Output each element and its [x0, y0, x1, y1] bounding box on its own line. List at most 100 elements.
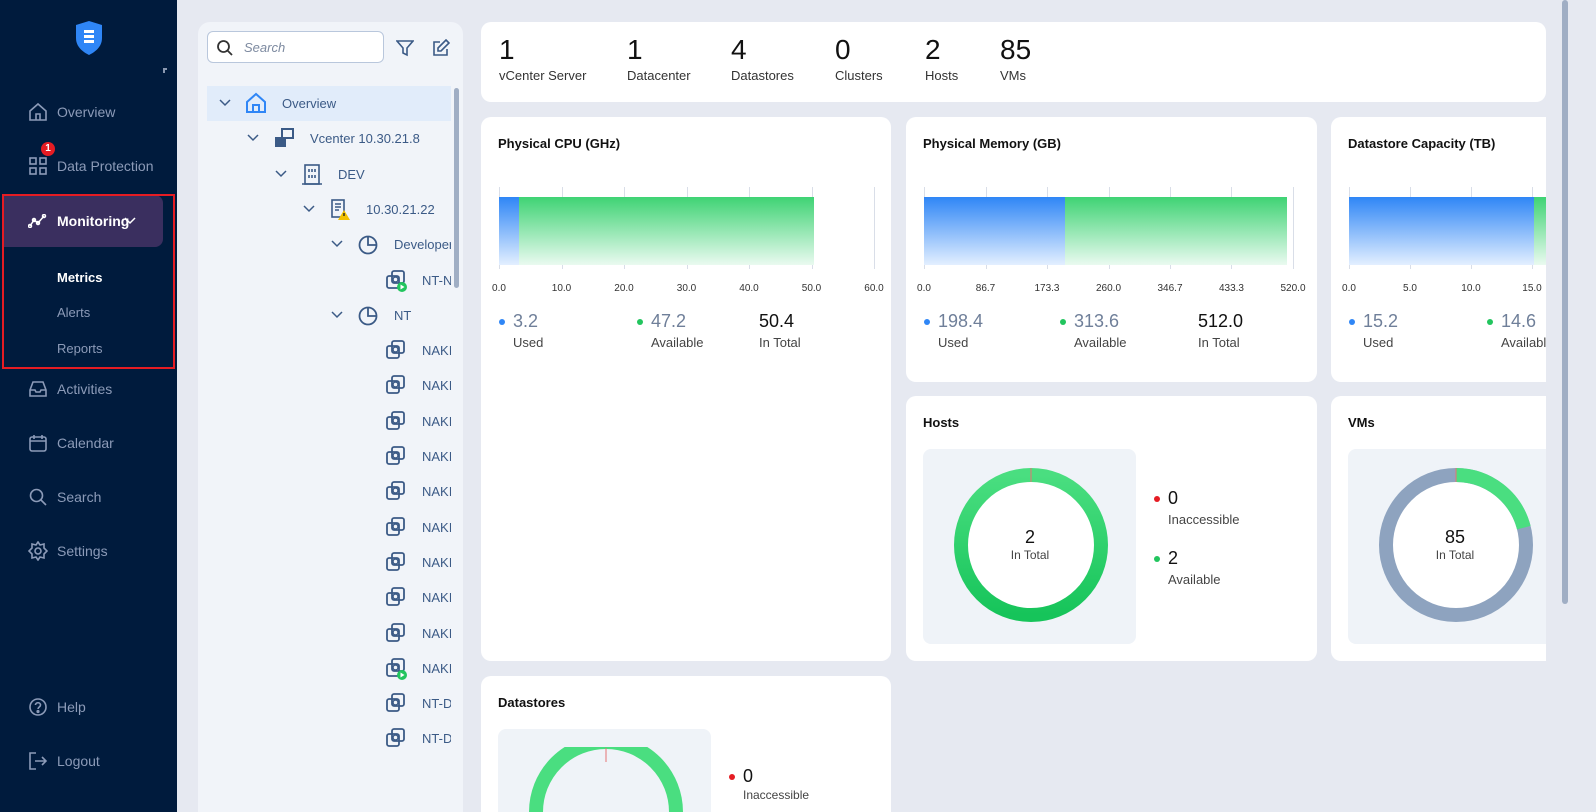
vms-donut-box: 85 In Total — [1348, 449, 1546, 644]
tree-search-input[interactable]: Search — [207, 31, 384, 63]
nav-search[interactable]: Search — [0, 479, 177, 515]
tree-node[interactable]: Vcenter 10.30.21.8 — [207, 121, 451, 156]
used-dot — [1349, 319, 1355, 326]
axis-tick-label: 50.0 — [801, 283, 822, 294]
tree-node[interactable]: NAKIV — [207, 545, 451, 580]
vm-icon — [386, 410, 405, 430]
stat-value: 4 — [731, 34, 747, 65]
nav-alerts[interactable]: Alerts — [57, 305, 91, 320]
axis-tick-label: 30.0 — [676, 283, 697, 294]
page-scrollbar[interactable] — [1562, 0, 1568, 604]
tree-node-label: NAKIV — [422, 660, 451, 676]
vm-icon — [386, 516, 405, 536]
chevron-down-icon[interactable] — [303, 205, 315, 213]
tree-node[interactable]: NAKIV — [207, 439, 451, 474]
gear-icon — [28, 541, 48, 561]
tree-node-label: NT-De — [422, 696, 451, 712]
inventory-tree-panel: Search Overview Vcenter 10.30.21.8 DEV 10.3… — [198, 22, 463, 812]
nav-overview[interactable]: Overview — [0, 94, 177, 130]
tree-node[interactable]: NT — [207, 298, 451, 333]
tree-node[interactable]: NAKIV — [207, 474, 451, 509]
nav-logout[interactable]: Logout — [0, 743, 177, 779]
nav-help[interactable]: Help — [0, 689, 177, 725]
stat-value: 1 — [499, 34, 515, 65]
memory-bar-chart: 0.0 86.7 173.3 260.0 346.7 433.3 520.0 — [917, 187, 1306, 294]
axis-tick-label: 0.0 — [492, 283, 506, 294]
edit-icon[interactable] — [432, 39, 450, 57]
available-dot — [637, 319, 643, 326]
logout-icon — [29, 752, 48, 770]
nav-activities[interactable]: Activities — [0, 371, 177, 407]
filter-icon[interactable] — [396, 39, 414, 57]
cpu-card: Physical CPU (GHz) 0.0 10.0 20.0 30.0 40.0 50… — [481, 117, 891, 661]
tree-node[interactable]: NT-NA — [207, 263, 451, 298]
available-bar — [1534, 197, 1546, 265]
used-bar — [1349, 197, 1535, 265]
tree-node-label: NAKIV — [422, 343, 451, 359]
stat-value: 85 — [1000, 34, 1032, 65]
nav-monitoring[interactable]: Monitoring — [2, 195, 163, 247]
tree-node[interactable]: NAKIV — [207, 510, 451, 545]
tree-node-label: NAKIV — [422, 554, 451, 570]
tree-node[interactable]: Overview — [207, 86, 451, 121]
datastores-donut — [529, 747, 683, 812]
host-warning-icon — [331, 199, 350, 220]
tree-node-label: Vcenter 10.30.21.8 — [310, 131, 420, 147]
app-logo-icon — [75, 20, 103, 61]
axis-tick-label: 346.7 — [1157, 283, 1183, 294]
cpu-title: Physical CPU (GHz) — [498, 136, 621, 151]
stat-value: 2 — [925, 34, 941, 65]
summary-stat: 0 Clusters — [835, 34, 883, 83]
tree-node[interactable]: NAKIV — [207, 651, 451, 686]
chevron-down-icon[interactable] — [331, 311, 343, 319]
tree-node-label: Overview — [282, 96, 337, 111]
axis-tick-label: 260.0 — [1095, 283, 1122, 294]
tree-node[interactable]: NAKIV — [207, 616, 451, 651]
hosts-donut — [954, 468, 1108, 622]
tree-node[interactable]: NAKIV — [207, 580, 451, 615]
tree-node[interactable]: NT-De — [207, 721, 451, 756]
hosts-card: Hosts 2 In Total 0 Inaccessible 2 Available — [906, 396, 1317, 661]
inbox-icon — [29, 381, 47, 397]
resource-pool-icon — [358, 306, 378, 326]
tree-node-label: NT-De — [422, 731, 451, 747]
datastores-inaccessible: 0 Inaccessible — [729, 766, 809, 802]
datastore-capacity-card: Datastore Capacity (TB) 0.0 5.0 10.0 15.0 1… — [1331, 117, 1546, 382]
used-bar — [924, 197, 1065, 265]
tree-scrollbar[interactable] — [454, 88, 459, 288]
tree-node[interactable]: Developers — [207, 227, 451, 262]
tree-node[interactable]: NAKIV — [207, 368, 451, 403]
cpu-total: 50.4 In Total — [759, 311, 801, 350]
chevron-down-icon[interactable] — [275, 170, 287, 178]
axis-tick-label: 5.0 — [1403, 283, 1417, 294]
cpu-available: 47.2 Available — [637, 311, 704, 350]
available-dot — [1154, 556, 1160, 563]
memory-title: Physical Memory (GB) — [923, 136, 1061, 151]
datastores-title: Datastores — [498, 695, 566, 710]
chevron-down-icon[interactable] — [331, 240, 343, 248]
tree-node[interactable]: DEV — [207, 157, 451, 192]
chart-line-icon — [28, 214, 47, 228]
tree-node[interactable]: NT-De — [207, 686, 451, 721]
tree-node[interactable]: NAKIV — [207, 333, 451, 368]
axis-tick-label: 60.0 — [864, 283, 884, 294]
nav-calendar[interactable]: Calendar — [0, 425, 177, 461]
calendar-icon — [29, 435, 47, 452]
datastore-bar-chart: 0.0 5.0 10.0 15.0 — [1342, 187, 1546, 294]
nav-data-protection[interactable]: 1 Data Protection — [0, 142, 177, 184]
memory-total: 512.0 In Total — [1198, 311, 1244, 350]
tree-node[interactable]: 10.30.21.22 — [207, 192, 451, 227]
nav-settings[interactable]: Settings — [0, 533, 177, 569]
tree-node[interactable]: NAKIV — [207, 404, 451, 439]
tree-node-label: Developers — [394, 237, 451, 253]
nav-metrics[interactable]: Metrics — [57, 270, 103, 285]
axis-tick-label: 15.0 — [1522, 283, 1542, 294]
chevron-down-icon[interactable] — [247, 134, 259, 142]
inaccessible-dot — [729, 774, 735, 781]
nav-reports[interactable]: Reports — [57, 341, 103, 356]
chevron-down-icon[interactable] — [219, 99, 231, 107]
vm-icon — [386, 446, 405, 465]
collapse-handle[interactable] — [163, 68, 167, 73]
cpu-bar-chart: 0.0 10.0 20.0 30.0 40.0 50.0 60.0 — [492, 187, 884, 294]
sidebar: Overview 1 Data Protection Monitoring Me… — [0, 0, 177, 812]
